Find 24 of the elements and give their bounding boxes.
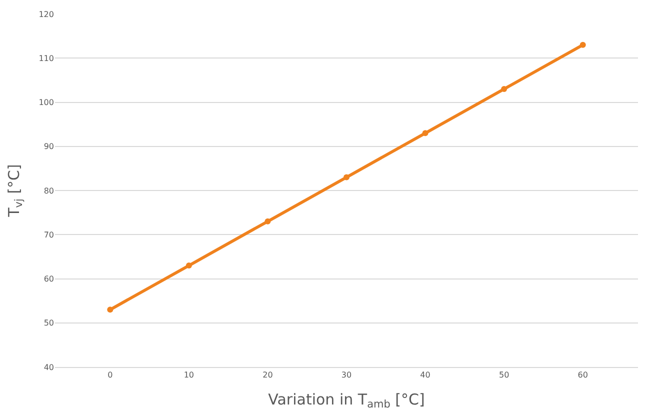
x-tick-label: 20 [262, 370, 273, 380]
x-tick-label: 50 [498, 370, 510, 380]
x-tick-label: 10 [184, 370, 194, 380]
point [107, 306, 114, 313]
y-tick-label: 70 [44, 230, 54, 240]
x-tick-label: 0 [108, 370, 113, 380]
x-axis-title: Variation in T$_{amb}$ [°C] [268, 390, 425, 411]
point [344, 174, 350, 180]
y-tick-label: 90 [44, 142, 54, 152]
y-tick-label: 40 [44, 362, 54, 372]
point [422, 130, 428, 136]
x-tick-label: 30 [341, 370, 352, 380]
y-tick-label: 110 [38, 54, 54, 63]
y-tick-label: 100 [38, 98, 54, 108]
x-tick-label: 60 [578, 370, 588, 380]
y-tick-label: 60 [44, 274, 54, 284]
point [264, 218, 271, 224]
y-tick-label: 50 [44, 318, 54, 328]
point [186, 262, 192, 269]
y-tick-label: 80 [44, 186, 54, 196]
point [501, 86, 508, 92]
x-tick-label: 40 [420, 370, 430, 380]
point [580, 42, 586, 48]
y-tick-label: 120 [38, 10, 54, 19]
